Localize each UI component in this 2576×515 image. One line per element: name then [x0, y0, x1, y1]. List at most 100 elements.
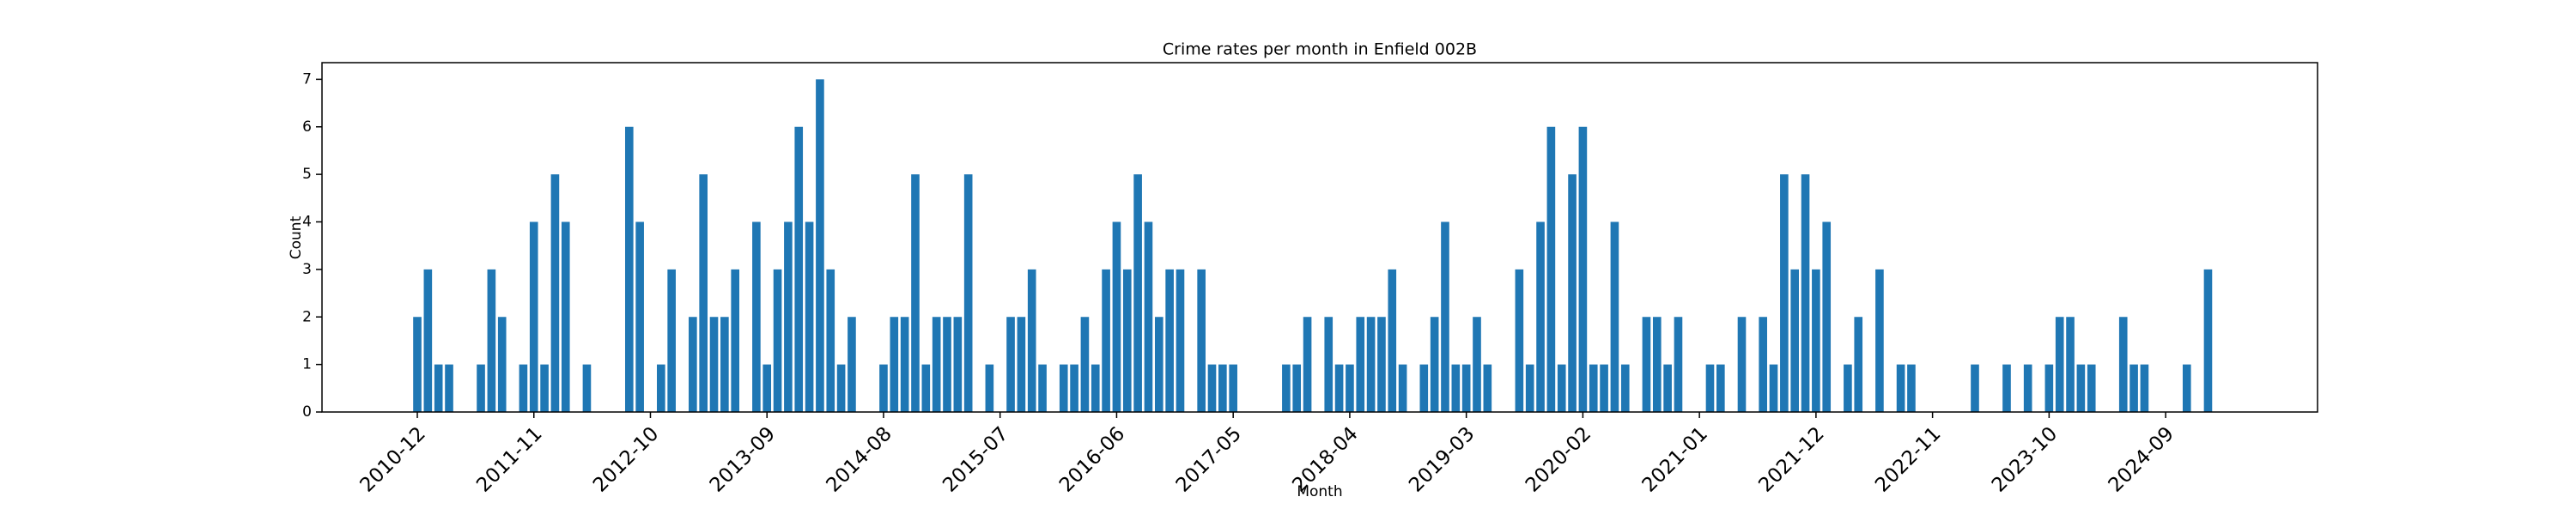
- bar: [879, 364, 888, 412]
- bar: [529, 221, 538, 412]
- y-tick-label: 6: [302, 118, 312, 136]
- bar: [1461, 364, 1471, 412]
- bar: [985, 364, 994, 412]
- bar: [1525, 364, 1534, 412]
- bar: [963, 174, 973, 412]
- bar: [2066, 317, 2075, 412]
- bar: [1769, 364, 1778, 412]
- bar: [1546, 126, 1556, 412]
- x-tick-label: 2020-02: [1522, 422, 1595, 496]
- bar: [1133, 174, 1142, 412]
- bar: [1070, 364, 1078, 412]
- y-tick-label: 4: [302, 214, 312, 231]
- plot-frame: [321, 62, 2318, 413]
- bar: [731, 269, 740, 412]
- bar: [1759, 317, 1767, 412]
- bar: [1652, 317, 1662, 412]
- bar: [752, 221, 761, 412]
- bar: [1091, 364, 1100, 412]
- bar: [434, 364, 443, 412]
- bar: [900, 317, 909, 412]
- y-tick-label: 2: [302, 308, 312, 325]
- chart-title: Crime rates per month in Enfield 002B: [1163, 40, 1477, 59]
- y-tick-label: 5: [302, 166, 312, 183]
- x-tick-label: 2014-08: [822, 422, 896, 496]
- y-tick-label: 1: [302, 356, 312, 373]
- x-tick-label: 2021-01: [1638, 422, 1712, 496]
- bar: [561, 221, 570, 412]
- x-axis-label: Month: [1297, 483, 1342, 500]
- bar: [1589, 364, 1598, 412]
- bar: [657, 364, 665, 412]
- bar: [1334, 364, 1344, 412]
- bar: [1473, 317, 1481, 412]
- bar: [773, 269, 782, 412]
- x-tick-label: 2010-12: [355, 422, 429, 496]
- bar: [1419, 364, 1429, 412]
- bar: [1844, 364, 1852, 412]
- bar: [1907, 364, 1916, 412]
- bar: [624, 126, 634, 412]
- bar: [2140, 364, 2149, 412]
- bar: [943, 317, 951, 412]
- y-tick-label: 7: [302, 70, 312, 88]
- bar: [2044, 364, 2054, 412]
- bar: [2118, 317, 2128, 412]
- x-tick-label: 2023-10: [1988, 422, 2062, 496]
- bar: [709, 317, 719, 412]
- x-tick-label: 2017-05: [1172, 422, 1246, 496]
- bar: [1218, 364, 1227, 412]
- bar: [1346, 364, 1354, 412]
- x-tick-label: 2016-06: [1055, 422, 1129, 496]
- bar: [1027, 269, 1036, 412]
- bar: [1483, 364, 1492, 412]
- bar: [1292, 364, 1302, 412]
- bar: [953, 317, 963, 412]
- bar: [1716, 364, 1725, 412]
- bar: [423, 269, 433, 412]
- x-tick-label: 2024-09: [2105, 422, 2178, 496]
- bar: [2023, 364, 2032, 412]
- bar: [1102, 269, 1110, 412]
- x-tick-label: 2022-11: [1871, 422, 1945, 496]
- bar: [848, 317, 856, 412]
- bar: [1165, 269, 1174, 412]
- bar: [1441, 221, 1449, 412]
- bar: [1674, 317, 1683, 412]
- bar: [2055, 317, 2064, 412]
- bar: [1822, 221, 1832, 412]
- bar: [1663, 364, 1672, 412]
- bar: [1229, 364, 1237, 412]
- bar: [667, 269, 676, 412]
- y-tick-label: 3: [302, 261, 312, 278]
- bar: [816, 79, 824, 412]
- bar: [1080, 317, 1090, 412]
- bar: [1790, 269, 1800, 412]
- bar: [921, 364, 931, 412]
- bar: [1737, 317, 1747, 412]
- bar: [1154, 317, 1163, 412]
- bar: [836, 364, 846, 412]
- bar: [1705, 364, 1715, 412]
- bar: [1536, 221, 1545, 412]
- bar: [762, 364, 772, 412]
- bar: [826, 269, 835, 412]
- bar: [805, 221, 814, 412]
- bar: [1610, 221, 1619, 412]
- bar: [2203, 269, 2213, 412]
- bar: [1568, 174, 1577, 412]
- bar: [2182, 364, 2191, 412]
- bar: [582, 364, 592, 412]
- x-tick-label: 2011-11: [472, 422, 546, 496]
- bar: [1282, 364, 1291, 412]
- x-tick-label: 2013-09: [706, 422, 780, 496]
- x-tick-label: 2015-07: [939, 422, 1012, 496]
- bar: [2129, 364, 2138, 412]
- bar: [2076, 364, 2086, 412]
- bar: [689, 317, 697, 412]
- bar: [2087, 364, 2096, 412]
- bar: [1059, 364, 1068, 412]
- bar: [1366, 317, 1376, 412]
- bar: [2002, 364, 2011, 412]
- bar: [1812, 269, 1820, 412]
